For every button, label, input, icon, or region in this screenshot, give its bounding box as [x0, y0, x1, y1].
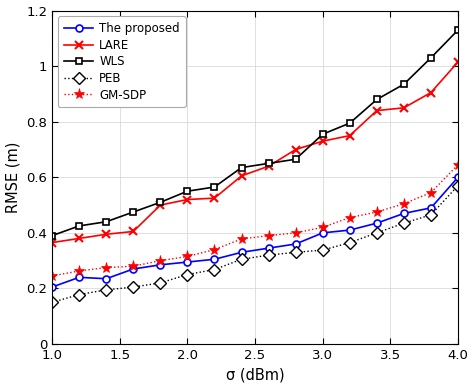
Line: PEB: PEB	[48, 182, 462, 307]
GM-SDP	[266, 233, 272, 238]
PEB	[130, 285, 136, 289]
LARE	[401, 106, 407, 110]
The proposed	[76, 275, 82, 280]
PEB	[428, 213, 434, 217]
GM-SDP	[130, 264, 136, 268]
GM-SDP	[49, 274, 55, 278]
WLS	[103, 220, 109, 224]
The proposed	[401, 211, 407, 216]
WLS	[293, 157, 299, 161]
GM-SDP	[103, 265, 109, 270]
WLS	[320, 132, 326, 137]
LARE	[374, 108, 380, 113]
WLS	[157, 200, 163, 204]
GM-SDP	[211, 247, 217, 252]
LARE	[428, 90, 434, 95]
The proposed	[211, 257, 217, 262]
WLS	[130, 210, 136, 214]
PEB	[211, 267, 217, 272]
Y-axis label: RMSE (m): RMSE (m)	[6, 142, 20, 213]
GM-SDP	[293, 230, 299, 235]
The proposed	[157, 263, 163, 267]
WLS	[239, 165, 245, 170]
Line: WLS: WLS	[49, 26, 462, 239]
PEB	[103, 288, 109, 292]
LARE	[239, 173, 245, 178]
GM-SDP	[239, 237, 245, 241]
GM-SDP	[76, 268, 82, 273]
X-axis label: σ (dBm): σ (dBm)	[226, 367, 284, 383]
The proposed	[455, 175, 461, 180]
The proposed	[103, 276, 109, 281]
GM-SDP	[157, 258, 163, 263]
LARE	[455, 60, 461, 64]
The proposed	[347, 228, 353, 232]
GM-SDP	[320, 225, 326, 230]
PEB	[266, 253, 272, 257]
WLS	[211, 185, 217, 189]
The proposed	[320, 230, 326, 235]
LARE	[76, 236, 82, 241]
LARE	[347, 133, 353, 138]
WLS	[76, 223, 82, 228]
WLS	[428, 55, 434, 60]
GM-SDP	[347, 215, 353, 220]
WLS	[347, 121, 353, 125]
The proposed	[49, 285, 55, 289]
PEB	[157, 281, 163, 285]
PEB	[293, 250, 299, 255]
LARE	[49, 240, 55, 245]
LARE	[211, 196, 217, 201]
Line: GM-SDP: GM-SDP	[46, 159, 464, 282]
The proposed	[184, 260, 190, 264]
PEB	[239, 257, 245, 262]
GM-SDP	[455, 163, 461, 167]
GM-SDP	[428, 190, 434, 195]
PEB	[401, 221, 407, 225]
PEB	[49, 300, 55, 305]
The proposed	[266, 246, 272, 251]
LARE	[157, 203, 163, 208]
LARE	[130, 229, 136, 234]
WLS	[401, 82, 407, 87]
PEB	[374, 230, 380, 235]
Line: The proposed: The proposed	[49, 174, 462, 291]
WLS	[49, 233, 55, 238]
LARE	[184, 197, 190, 202]
The proposed	[239, 250, 245, 255]
LARE	[293, 147, 299, 152]
GM-SDP	[184, 254, 190, 259]
LARE	[266, 164, 272, 168]
PEB	[184, 272, 190, 277]
LARE	[320, 139, 326, 144]
PEB	[76, 292, 82, 297]
The proposed	[428, 206, 434, 210]
The proposed	[374, 221, 380, 225]
WLS	[374, 97, 380, 102]
WLS	[455, 28, 461, 32]
Legend: The proposed, LARE, WLS, PEB, GM-SDP: The proposed, LARE, WLS, PEB, GM-SDP	[58, 16, 186, 107]
The proposed	[293, 242, 299, 246]
WLS	[266, 161, 272, 166]
The proposed	[130, 267, 136, 271]
LARE	[103, 232, 109, 237]
WLS	[184, 189, 190, 194]
GM-SDP	[374, 210, 380, 214]
GM-SDP	[401, 201, 407, 206]
PEB	[347, 240, 353, 245]
PEB	[455, 183, 461, 188]
PEB	[320, 248, 326, 253]
Line: LARE: LARE	[48, 58, 462, 247]
